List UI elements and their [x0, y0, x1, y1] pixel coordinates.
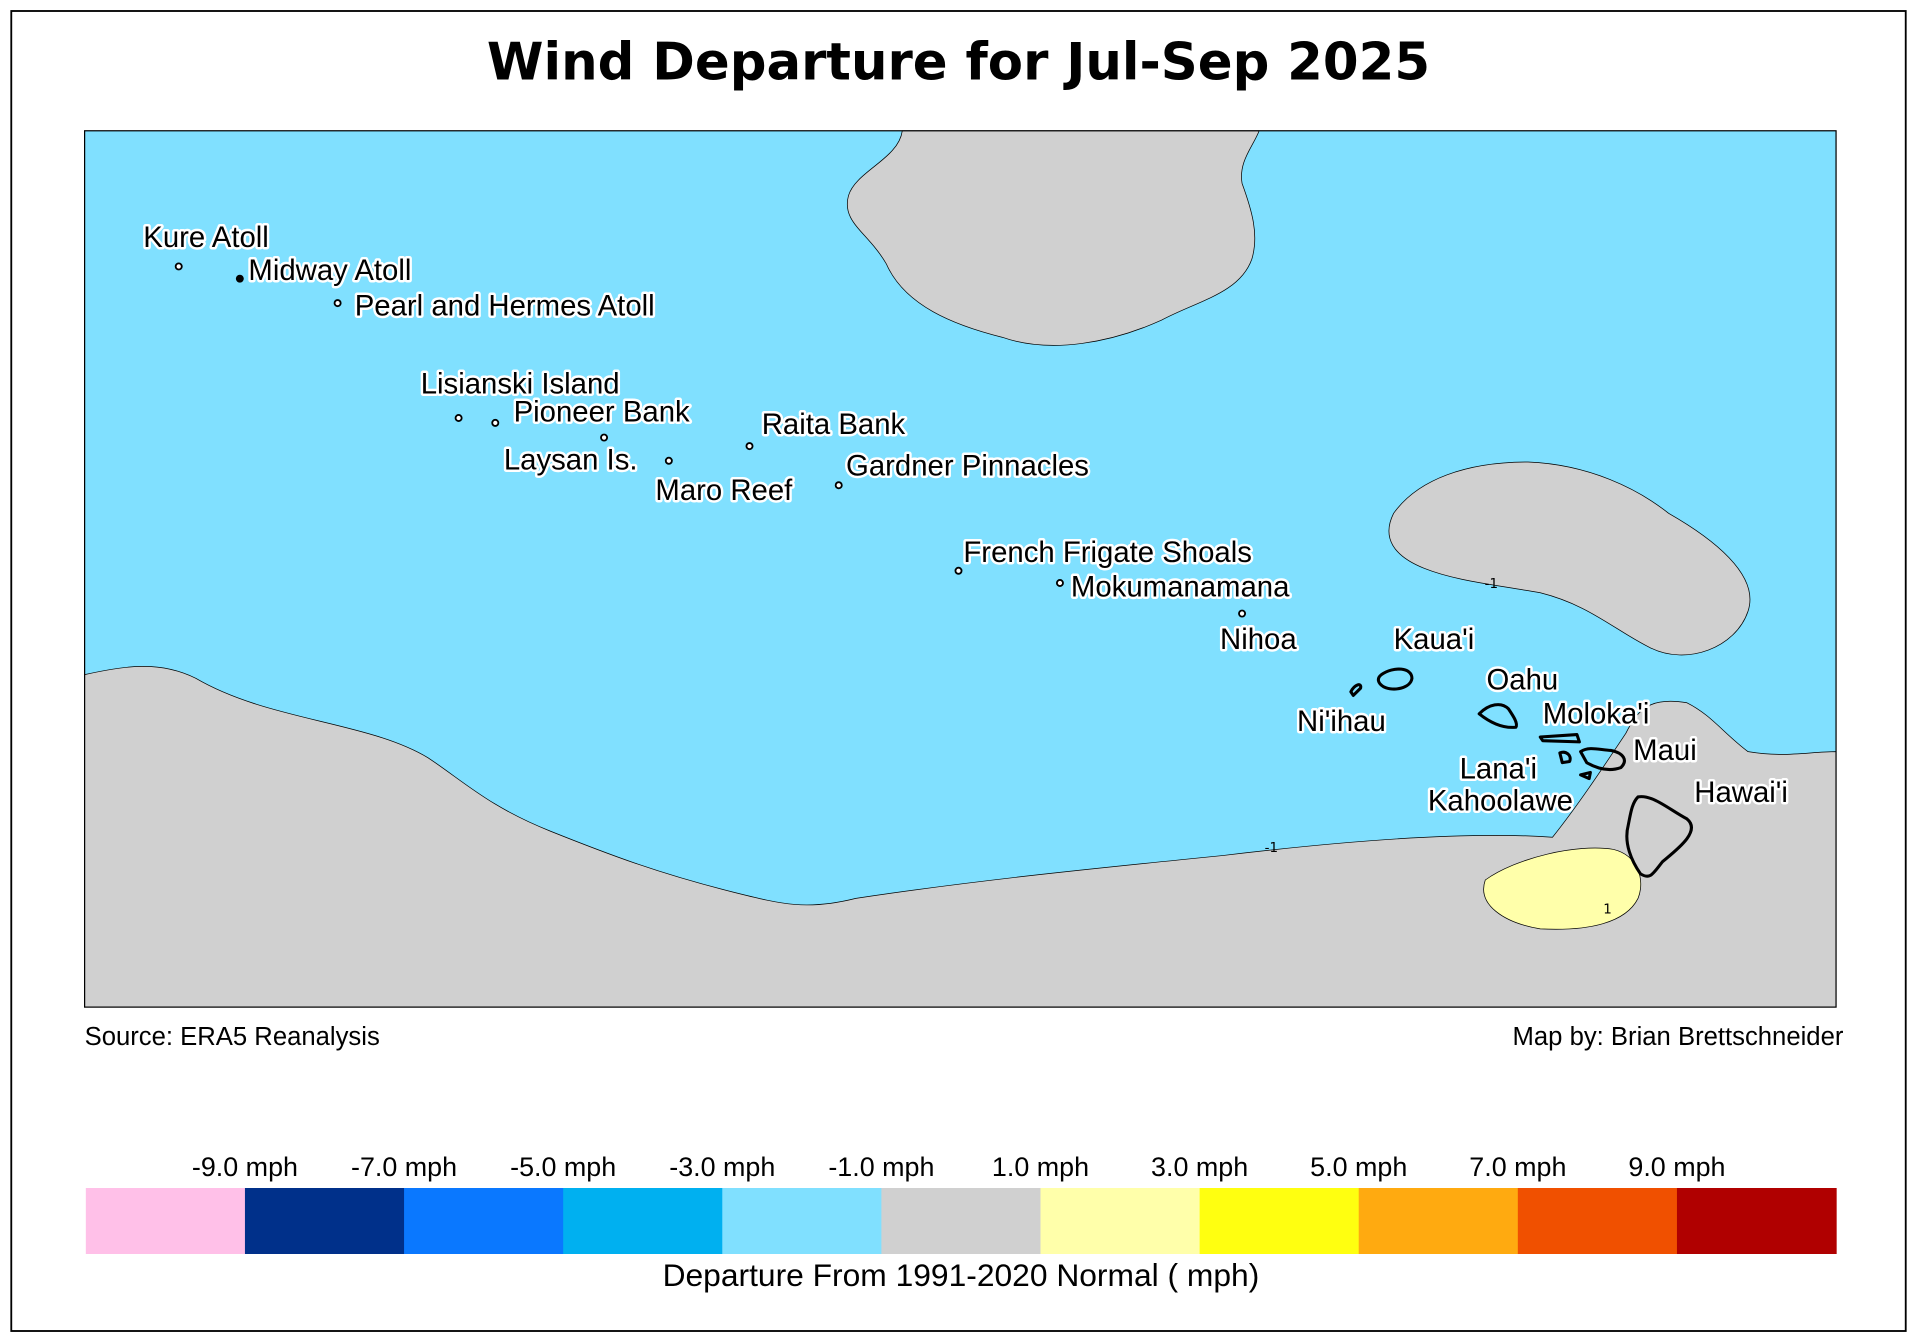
- colorbar-tick-label: 1.0 mph: [992, 1152, 1089, 1182]
- place-dot: [834, 481, 843, 490]
- colorbar-tick-label: 3.0 mph: [1151, 1152, 1248, 1182]
- place-label: Lana'i: [1460, 753, 1537, 786]
- place-dot: [235, 274, 244, 283]
- place-label: Pearl and Hermes Atoll: [355, 289, 655, 322]
- title: Wind Departure for Jul-Sep 2025: [487, 32, 1430, 92]
- place-label: Maui: [1633, 734, 1697, 767]
- place-label: Ni'ihau: [1297, 705, 1386, 738]
- island-outline: [1558, 750, 1572, 765]
- place-label: Oahu: [1487, 663, 1559, 696]
- place-label: Laysan Is.: [504, 443, 638, 476]
- place-label: Lisianski Island: [421, 368, 620, 401]
- islands: [1349, 667, 1693, 878]
- source-note: Source: ERA5 Reanalysis: [85, 1023, 380, 1051]
- island-outline: [1538, 733, 1581, 744]
- contour-label: -1: [1265, 841, 1278, 856]
- place-dot: [745, 442, 754, 451]
- place-dot: [1055, 579, 1064, 587]
- island-outline: [1349, 683, 1363, 697]
- island-outline: [1579, 747, 1626, 772]
- colorbar-tick-label: 9.0 mph: [1628, 1152, 1725, 1182]
- place-dot: [600, 433, 609, 442]
- colorbar-swatch: [722, 1188, 883, 1254]
- place-dot: [454, 414, 463, 422]
- place-label: Nihoa: [1220, 623, 1297, 656]
- colorbar-tick-label: -5.0 mph: [510, 1152, 616, 1182]
- gray-region: [846, 130, 1260, 346]
- colorbar-tick-label: -1.0 mph: [828, 1152, 934, 1182]
- colorbar-swatch: [881, 1188, 1042, 1254]
- yellow-region: [1483, 847, 1642, 930]
- colorbar-tick-label: -7.0 mph: [351, 1152, 457, 1182]
- place-dot: [664, 456, 673, 465]
- place-labels: Kure Atoll Midway Atoll Pearl and Hermes…: [141, 218, 1791, 819]
- place-label: Kure Atoll: [143, 221, 269, 254]
- place-label: French Frigate Shoals: [963, 536, 1252, 569]
- place-label: Gardner Pinnacles: [846, 449, 1089, 482]
- place-dot: [954, 566, 963, 575]
- colorbar-swatch: [563, 1188, 723, 1254]
- map: -1 -1 1 Kure Atoll Midway Atoll Pearl an…: [84, 130, 1837, 1008]
- place-dot: [1238, 609, 1247, 618]
- map-border: [84, 130, 1837, 1008]
- island-outline: [1579, 770, 1592, 781]
- island-outline: [1625, 795, 1693, 878]
- colorbar-swatch: [244, 1188, 405, 1254]
- place-dot: [333, 299, 342, 308]
- colorbar-swatch: [1040, 1188, 1201, 1254]
- place-label: Mokumanamana: [1071, 570, 1290, 603]
- place-label: Raita Bank: [762, 408, 906, 441]
- contour-labels: -1 -1 1: [1265, 577, 1612, 917]
- colorbar-tick-label: 5.0 mph: [1310, 1152, 1407, 1182]
- colorbar: -9.0 mph -7.0 mph -5.0 mph -3.0 mph -1.0 mph…: [85, 1152, 1837, 1254]
- colorbar-swatch: [1676, 1188, 1837, 1254]
- colorbar-swatch: [85, 1188, 246, 1254]
- colorbar-tick-label: -9.0 mph: [192, 1152, 298, 1182]
- place-dot: [174, 262, 183, 271]
- place-label: Midway Atoll: [248, 254, 411, 287]
- place-dot: [491, 418, 500, 427]
- place-label: Maro Reef: [655, 474, 793, 507]
- contour-label: -1: [1485, 577, 1498, 592]
- colorbar-swatch: [1517, 1188, 1678, 1254]
- place-label: Moloka'i: [1543, 698, 1650, 731]
- gray-region: [1388, 461, 1751, 656]
- colorbar-swatch: [1199, 1188, 1360, 1254]
- island-outline: [1376, 667, 1414, 691]
- place-label: Pioneer Bank: [514, 396, 690, 429]
- colorbar-swatch: [1358, 1188, 1519, 1254]
- colorbar-tick-label: 7.0 mph: [1469, 1152, 1566, 1182]
- island-outline: [1477, 703, 1518, 729]
- place-dots: [174, 262, 1247, 618]
- place-label: Kaua'i: [1394, 623, 1475, 656]
- gray-region: [84, 666, 1837, 1008]
- colorbar-label: Departure From 1991-2020 Normal ( mph): [663, 1257, 1260, 1293]
- place-label: Kahoolawe: [1428, 784, 1573, 817]
- colorbar-tick-label: -3.0 mph: [669, 1152, 775, 1182]
- contour-label: 1: [1603, 902, 1612, 917]
- place-label: Hawai'i: [1694, 776, 1788, 809]
- credit-note: Map by: Brian Brettschneider: [1513, 1023, 1844, 1051]
- colorbar-swatch: [404, 1188, 564, 1254]
